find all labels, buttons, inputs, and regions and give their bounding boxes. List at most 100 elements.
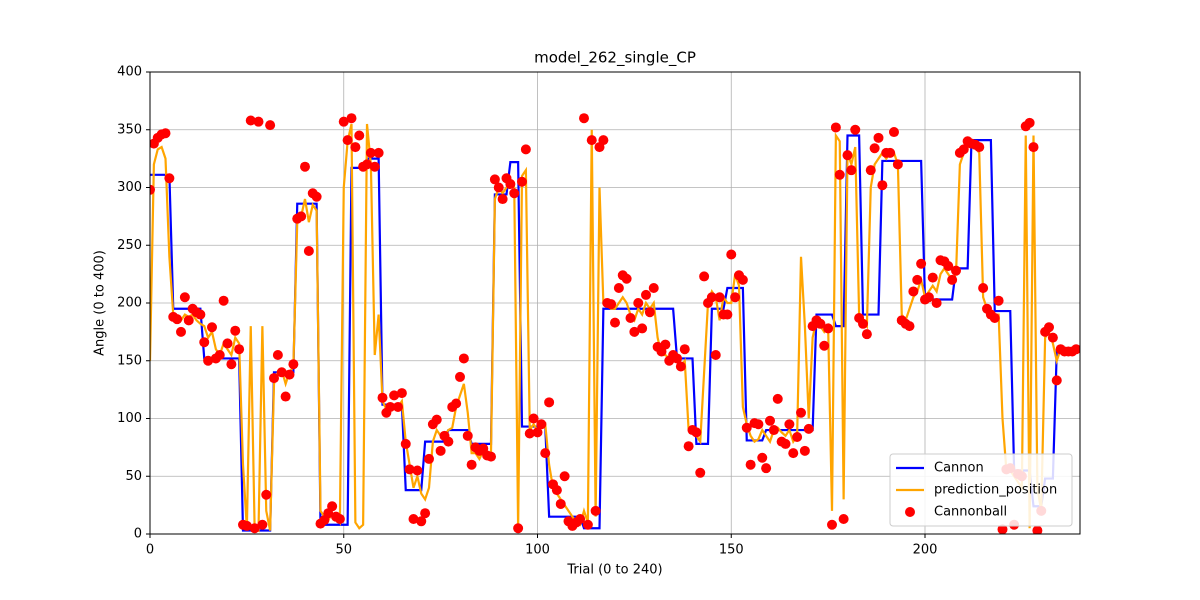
scatter-point	[672, 353, 682, 364]
scatter-point	[582, 519, 593, 530]
scatter-point	[830, 122, 841, 133]
scatter-point	[435, 445, 446, 456]
scatter-point	[226, 359, 237, 370]
scatter-point	[1071, 344, 1080, 355]
scatter-point	[520, 144, 531, 155]
scatter-point	[311, 191, 322, 202]
y-tick-label: 50	[125, 469, 142, 484]
scatter-point	[466, 459, 477, 470]
scatter-point	[745, 459, 756, 470]
scatter-point	[916, 258, 927, 269]
scatter-point	[420, 508, 431, 519]
chart-title: model_262_single_CP	[534, 49, 696, 68]
scatter-point	[207, 322, 217, 333]
y-axis-label: Angle (0 to 400)	[93, 250, 108, 356]
scatter-point	[1044, 322, 1054, 333]
scatter-point	[393, 401, 403, 412]
scatter-point	[179, 292, 190, 303]
legend-marker	[905, 507, 915, 517]
scatter-point	[203, 355, 214, 366]
scatter-point	[598, 135, 609, 146]
scatter-point	[257, 519, 268, 530]
scatter-point	[416, 516, 427, 527]
x-tick-label: 50	[335, 543, 352, 558]
scatter-point	[796, 407, 806, 418]
scatter-point	[342, 135, 353, 146]
scatter-point	[873, 132, 884, 143]
scatter-point	[989, 313, 1000, 324]
scatter-point	[850, 124, 861, 135]
scatter-point	[486, 451, 496, 462]
scatter-point	[780, 438, 791, 449]
scatter-point	[943, 261, 954, 272]
scatter-point	[517, 176, 527, 187]
scatter-point	[272, 349, 283, 360]
scatter-point	[176, 326, 186, 337]
scatter-point	[625, 313, 636, 324]
scatter-point	[660, 339, 671, 350]
scatter-point	[214, 349, 225, 360]
scatter-point	[462, 430, 473, 441]
scatter-point	[513, 523, 524, 534]
scatter-point	[761, 463, 772, 474]
scatter-point	[819, 340, 830, 351]
scatter-point	[544, 397, 555, 408]
scatter-point	[869, 143, 880, 154]
scatter-point	[753, 419, 764, 430]
scatter-point	[823, 323, 834, 334]
scatter-point	[695, 467, 706, 478]
y-tick-label: 300	[117, 180, 142, 195]
x-tick-label: 0	[146, 543, 154, 558]
scatter-point	[150, 184, 155, 195]
scatter-point	[241, 520, 252, 531]
scatter-point	[621, 273, 632, 284]
scatter-point	[172, 314, 183, 325]
scatter-point	[865, 165, 876, 176]
scatter-point	[877, 180, 888, 191]
scatter-point	[458, 353, 469, 364]
scatter-point	[683, 441, 694, 452]
scatter-point	[400, 438, 411, 449]
scatter-point	[288, 359, 299, 370]
legend-label: Cannonball	[934, 505, 1007, 520]
scatter-point	[633, 298, 644, 308]
scatter-point	[365, 147, 376, 158]
scatter-point	[788, 448, 799, 459]
scatter-point	[815, 318, 826, 329]
scatter-point	[412, 465, 423, 476]
scatter-point	[590, 505, 601, 516]
scatter-point	[737, 274, 748, 285]
scatter-point	[249, 523, 260, 534]
scatter-point	[385, 401, 396, 412]
scatter-point	[722, 309, 733, 320]
y-tick-label: 0	[134, 527, 142, 542]
scatter-point	[389, 390, 400, 401]
scatter-point	[424, 453, 434, 464]
scatter-point	[404, 464, 415, 475]
y-tick-label: 350	[117, 122, 142, 137]
scatter-point	[679, 344, 690, 355]
scatter-point	[408, 513, 419, 524]
legend-label: Cannon	[934, 461, 984, 476]
scatter-point	[540, 448, 551, 459]
scatter-point	[1051, 375, 1062, 386]
scatter-point	[637, 323, 648, 334]
scatter-point	[726, 249, 737, 260]
scatter-point	[195, 309, 206, 320]
series-line	[150, 123, 1077, 533]
scatter-point	[699, 271, 710, 282]
scatter-point	[377, 392, 388, 403]
scatter-point	[532, 427, 543, 438]
plot-frame	[149, 71, 1081, 535]
scatter-point	[958, 144, 969, 155]
scatter-point	[730, 292, 741, 303]
scatter-point	[280, 391, 291, 402]
legend-box	[889, 453, 1073, 527]
y-tick-label: 200	[117, 296, 142, 311]
scatter-point	[931, 298, 942, 308]
scatter-point	[296, 211, 307, 222]
scatter-point	[551, 485, 562, 496]
scatter-point	[757, 452, 768, 463]
scatter-point	[261, 489, 272, 500]
scatter-point	[834, 169, 845, 180]
